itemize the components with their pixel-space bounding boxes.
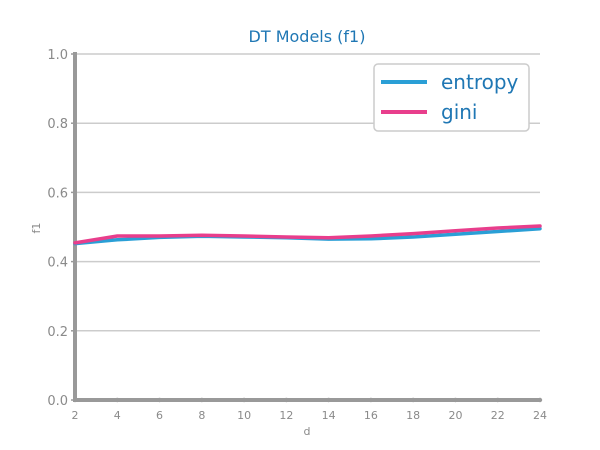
y-axis-label: f1 — [30, 223, 43, 234]
y-tick-label: 0.8 — [47, 117, 68, 132]
x-tick-label: 2 — [72, 409, 79, 422]
legend: entropy gini — [373, 63, 530, 132]
x-axis-label: d — [304, 425, 311, 438]
y-axis-ticks: 0.0 0.2 0.4 0.6 0.8 1.0 — [47, 48, 75, 409]
series-line-gini — [73, 224, 542, 245]
x-tick-label: 18 — [406, 409, 420, 422]
y-tick-label: 0.6 — [47, 186, 68, 201]
series-lines — [73, 224, 542, 246]
x-tick-label: 12 — [279, 409, 293, 422]
x-tick-label: 8 — [198, 409, 205, 422]
x-tick-label: 14 — [322, 409, 336, 422]
y-tick-label: 0.4 — [47, 256, 68, 271]
chart-title: DT Models (f1) — [249, 27, 366, 46]
legend-label-gini: gini — [441, 100, 477, 124]
x-tick-label: 20 — [448, 409, 462, 422]
x-tick-label: 22 — [491, 409, 505, 422]
x-tick-label: 4 — [114, 409, 121, 422]
y-tick-label: 0.2 — [47, 325, 68, 340]
legend-label-entropy: entropy — [441, 70, 519, 94]
x-tick-label: 10 — [237, 409, 251, 422]
x-tick-label: 6 — [156, 409, 163, 422]
y-tick-label: 0.0 — [47, 394, 68, 409]
y-tick-label: 1.0 — [47, 48, 68, 63]
x-tick-label: 24 — [533, 409, 547, 422]
x-tick-label: 16 — [364, 409, 378, 422]
